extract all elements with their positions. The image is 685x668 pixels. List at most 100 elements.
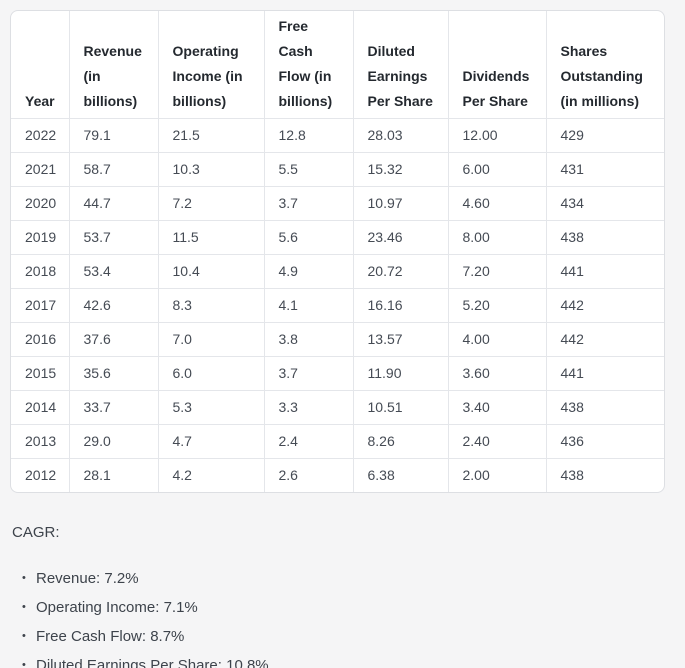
value-cell: 33.7 [69,390,159,425]
cagr-list: Revenue: 7.2% Operating Income: 7.1% Free … [12,568,675,668]
value-cell: 4.2 [158,458,265,492]
cagr-list-item: Diluted Earnings Per Share: 10.8% [12,655,675,668]
value-cell: 442 [546,322,664,357]
year-cell: 2021 [11,152,70,187]
table-row: 2015 35.6 6.0 3.7 11.90 3.60 441 [11,356,664,391]
value-cell: 438 [546,390,664,425]
header-dividends: Dividends Per Share [448,11,547,119]
financial-table: Year Revenue (in billions) Operating Inc… [11,11,664,492]
value-cell: 5.3 [158,390,265,425]
year-cell: 2022 [11,118,70,153]
value-cell: 21.5 [158,118,265,153]
value-cell: 442 [546,288,664,323]
value-cell: 429 [546,118,664,153]
year-cell: 2016 [11,322,70,357]
value-cell: 4.7 [158,424,265,459]
table-row: 2022 79.1 21.5 12.8 28.03 12.00 429 [11,118,664,153]
value-cell: 15.32 [353,152,449,187]
value-cell: 8.3 [158,288,265,323]
value-cell: 28.03 [353,118,449,153]
value-cell: 10.51 [353,390,449,425]
value-cell: 11.5 [158,220,265,255]
value-cell: 2.6 [264,458,354,492]
header-free-cash-flow: Free Cash Flow (in billions) [264,11,354,119]
value-cell: 5.5 [264,152,354,187]
value-cell: 23.46 [353,220,449,255]
value-cell: 58.7 [69,152,159,187]
value-cell: 6.0 [158,356,265,391]
value-cell: 44.7 [69,186,159,221]
header-revenue: Revenue (in billions) [69,11,159,119]
value-cell: 4.9 [264,254,354,289]
value-cell: 12.8 [264,118,354,153]
value-cell: 441 [546,254,664,289]
value-cell: 4.1 [264,288,354,323]
value-cell: 7.2 [158,186,265,221]
value-cell: 4.60 [448,186,547,221]
value-cell: 434 [546,186,664,221]
value-cell: 2.00 [448,458,547,492]
value-cell: 3.40 [448,390,547,425]
value-cell: 2.4 [264,424,354,459]
value-cell: 12.00 [448,118,547,153]
value-cell: 28.1 [69,458,159,492]
cagr-section: CAGR: Revenue: 7.2% Operating Income: 7.1… [12,523,675,668]
table-row: 2021 58.7 10.3 5.5 15.32 6.00 431 [11,152,664,187]
value-cell: 7.20 [448,254,547,289]
value-cell: 7.0 [158,322,265,357]
year-cell: 2020 [11,186,70,221]
value-cell: 79.1 [69,118,159,153]
value-cell: 8.26 [353,424,449,459]
table-row: 2018 53.4 10.4 4.9 20.72 7.20 441 [11,254,664,289]
value-cell: 10.97 [353,186,449,221]
table-row: 2019 53.7 11.5 5.6 23.46 8.00 438 [11,220,664,255]
value-cell: 438 [560,467,584,483]
cagr-list-item: Free Cash Flow: 8.7% [12,626,675,647]
year-cell: 2015 [11,356,70,391]
table-row: 2014 33.7 5.3 3.3 10.51 3.40 438 [11,390,664,425]
value-cell: 53.4 [69,254,159,289]
value-cell: 42.6 [69,288,159,323]
value-cell: 3.7 [264,356,354,391]
year-cell: 2014 [11,390,70,425]
year-cell: 2013 [11,424,70,459]
header-year: Year [11,11,70,119]
year-cell: 2017 [11,288,70,323]
cagr-heading: CAGR: [12,524,60,541]
year-cell: 2018 [11,254,70,289]
value-cell: 3.7 [264,186,354,221]
value-cell: 2.40 [448,424,547,459]
value-cell: 436 [546,424,664,459]
value-cell: 431 [546,152,664,187]
value-cell: 438 [546,220,664,255]
value-cell: 20.72 [353,254,449,289]
value-cell: 16.16 [353,288,449,323]
value-cell: 5.20 [448,288,547,323]
value-cell: 5.6 [264,220,354,255]
value-cell: 441 [546,356,664,391]
value-cell: 11.90 [353,356,449,391]
cagr-list-item: Operating Income: 7.1% [12,597,675,618]
value-cell: 8.00 [448,220,547,255]
cagr-list-item: Revenue: 7.2% [12,568,675,589]
value-cell: 37.6 [69,322,159,357]
financial-table-container: Year Revenue (in billions) Operating Inc… [10,10,665,493]
header-shares-outstanding: Shares Outstanding (in millions) [546,11,664,119]
value-cell: 53.7 [69,220,159,255]
table-row: 2017 42.6 8.3 4.1 16.16 5.20 442 [11,288,664,323]
table-row: 2012 28.1 4.2 2.6 6.38 2.00 438 [11,458,664,492]
table-row: 2020 44.7 7.2 3.7 10.97 4.60 434 [11,186,664,221]
value-cell: 3.8 [264,322,354,357]
value-cell: 6.00 [448,152,547,187]
value-cell: 13.57 [353,322,449,357]
year-cell: 2019 [11,220,70,255]
value-cell: 6.38 [353,458,449,492]
table-body: 2022 79.1 21.5 12.8 28.03 12.00 429 2021 58.7 10.… [11,118,664,492]
table-row: 2013 29.0 4.7 2.4 8.26 2.40 436 [11,424,664,459]
value-cell: 10.4 [158,254,265,289]
table-row: 2016 37.6 7.0 3.8 13.57 4.00 442 [11,322,664,357]
value-cell: 35.6 [69,356,159,391]
value-cell: 4.00 [448,322,547,357]
header-row: Year Revenue (in billions) Operating Inc… [11,11,664,119]
